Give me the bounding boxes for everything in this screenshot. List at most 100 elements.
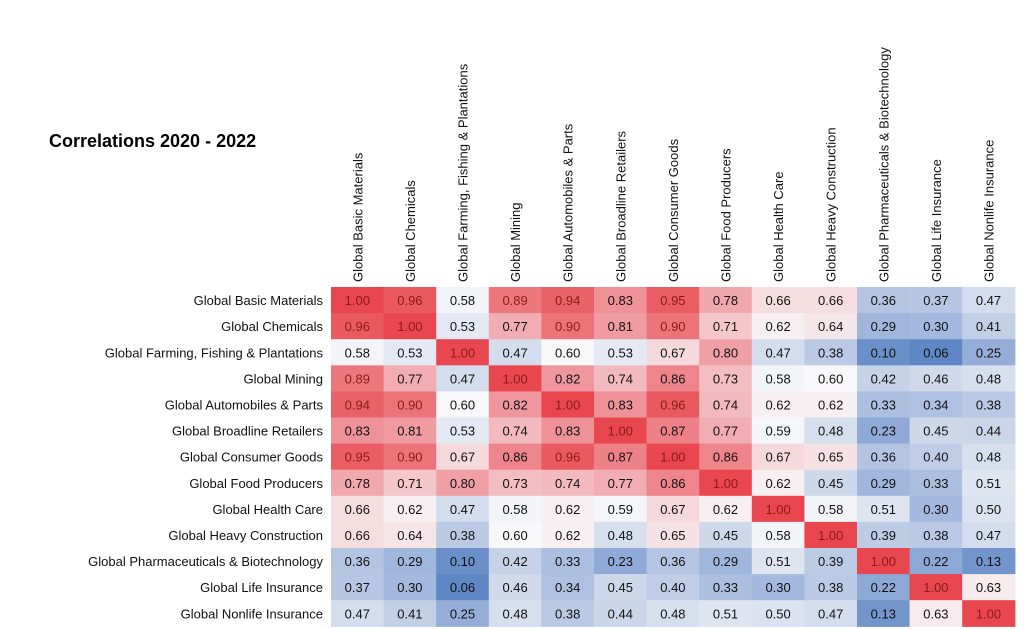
heatmap-cell [699, 339, 753, 366]
cell-value-label: 0.36 [660, 554, 685, 569]
cell-value-label: 0.71 [713, 319, 738, 334]
cell-value-label: 1.00 [976, 606, 1001, 621]
cell-value-label: 0.33 [713, 580, 738, 595]
column-label-global-broadline-retailers: Global Broadline Retailers [613, 130, 628, 282]
cell-value-label: 0.58 [765, 371, 790, 386]
cell-value-label: 0.45 [713, 528, 738, 543]
cell-value-label: 0.65 [660, 528, 685, 543]
cell-value-label: 0.90 [397, 397, 422, 412]
heatmap-cell [751, 287, 805, 314]
cell-value-label: 0.33 [555, 554, 580, 569]
heatmap-cell [383, 417, 437, 445]
cell-value-label: 0.71 [397, 476, 422, 491]
cell-value-label: 0.64 [818, 319, 843, 334]
cell-value-label: 0.66 [818, 293, 843, 308]
cell-value-label: 0.44 [976, 424, 1001, 439]
cell-value-label: 0.48 [976, 450, 1001, 465]
cell-value-label: 0.82 [502, 397, 527, 412]
cell-value-label: 1.00 [818, 528, 843, 543]
cell-value-label: 0.59 [765, 424, 790, 439]
cell-value-label: 0.62 [713, 502, 738, 517]
heatmap-cell [541, 313, 595, 340]
heatmap-cell [751, 417, 805, 445]
heatmap-cell [646, 417, 700, 445]
heatmap-cell [646, 391, 700, 419]
cell-value-label: 0.60 [818, 371, 843, 386]
heatmap-cell [646, 339, 700, 366]
cell-value-label: 0.38 [555, 606, 580, 621]
column-label-global-automobiles-and-parts: Global Automobiles & Parts [561, 123, 576, 282]
cell-value-label: 0.62 [555, 528, 580, 543]
heatmap-cell [857, 495, 911, 523]
heatmap-cell [909, 521, 963, 549]
cell-value-label: 0.62 [555, 502, 580, 517]
heatmap-cell [857, 417, 911, 445]
cell-value-label: 0.23 [871, 424, 896, 439]
heatmap-cell [804, 365, 858, 392]
cell-value-label: 0.53 [450, 424, 475, 439]
heatmap-cell [331, 600, 385, 627]
heatmap-cell [488, 287, 542, 314]
cell-value-label: 0.48 [502, 606, 527, 621]
heatmap-cell [751, 521, 805, 549]
heatmap-cell [804, 600, 858, 627]
heatmap-cell [751, 391, 805, 419]
heatmap-cell [804, 495, 858, 523]
heatmap-cell [383, 339, 437, 366]
cell-value-label: 0.66 [345, 502, 370, 517]
heatmap-cell [751, 339, 805, 366]
heatmap-cell [751, 469, 805, 497]
heatmap-cell [594, 574, 648, 601]
heatmap-cell [751, 548, 805, 575]
cell-value-label: 0.89 [345, 371, 370, 386]
cell-value-label: 0.60 [555, 345, 580, 360]
cell-value-label: 0.86 [660, 476, 685, 491]
heatmap-cell [594, 417, 648, 445]
heatmap-cell [331, 574, 385, 601]
cell-value-label: 0.90 [555, 319, 580, 334]
heatmap-cell [541, 469, 595, 497]
row-label-global-farming-fishing-and-plantations: Global Farming, Fishing & Plantations [105, 345, 324, 360]
cell-value-label: 1.00 [608, 424, 633, 439]
heatmap-cell [541, 548, 595, 575]
heatmap-cell [909, 417, 963, 445]
heatmap-cell [488, 365, 542, 392]
heatmap-cell [331, 339, 385, 366]
cell-value-label: 0.40 [660, 580, 685, 595]
cell-value-label: 0.96 [660, 397, 685, 412]
cell-value-label: 0.06 [450, 580, 475, 595]
heatmap-cell [488, 548, 542, 575]
heatmap-cell [646, 287, 700, 314]
heatmap-cell [751, 600, 805, 627]
heatmap-cell [436, 495, 490, 523]
heatmap-cell [331, 521, 385, 549]
heatmap-cell [594, 495, 648, 523]
cell-value-label: 0.90 [660, 319, 685, 334]
cell-value-label: 0.58 [345, 345, 370, 360]
cell-value-label: 0.36 [871, 293, 896, 308]
heatmap-cell [383, 287, 437, 314]
cell-value-label: 0.53 [608, 345, 633, 360]
heatmap-cell [436, 521, 490, 549]
cell-value-label: 0.82 [555, 371, 580, 386]
heatmap-cell [541, 365, 595, 392]
heatmap-cell [751, 443, 805, 471]
heatmap-cell [646, 521, 700, 549]
heatmap-cell [488, 339, 542, 366]
cell-value-label: 0.83 [608, 397, 633, 412]
heatmap-cell [436, 391, 490, 419]
heatmap-cell [804, 548, 858, 575]
cell-value-label: 0.34 [555, 580, 580, 595]
cell-value-label: 0.25 [450, 606, 475, 621]
heatmap-cell [857, 391, 911, 419]
heatmap-cell [541, 495, 595, 523]
heatmap-cell [857, 548, 911, 575]
heatmap-cell [541, 391, 595, 419]
heatmap-cell [909, 443, 963, 471]
cell-value-label: 0.37 [345, 580, 370, 595]
heatmap-cell [699, 574, 753, 601]
cell-value-label: 0.38 [818, 345, 843, 360]
cell-value-label: 0.77 [502, 319, 527, 334]
cell-value-label: 0.25 [976, 345, 1001, 360]
cell-value-label: 0.86 [713, 450, 738, 465]
